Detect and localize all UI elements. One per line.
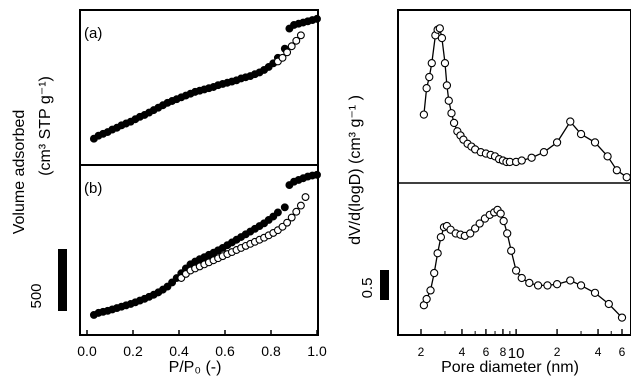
isotherm-b-adsorption-point <box>280 203 289 212</box>
psd-bottom-point <box>604 299 613 309</box>
right-xtick-label: 2 <box>418 345 425 359</box>
left-xtick-label: 1.0 <box>307 343 327 359</box>
isotherm-a-adsorption-point <box>313 14 321 23</box>
left-xtick-label: 0.2 <box>123 343 143 359</box>
psd-top-line <box>423 27 628 178</box>
left-scale-bar <box>58 249 67 311</box>
psd-top-point <box>449 118 459 128</box>
psd-bottom-point <box>617 313 627 322</box>
left-xlabel: P/P₀ (-) <box>169 359 222 376</box>
psd-bottom-point <box>499 216 508 226</box>
isotherm-a-desorption-point <box>292 36 301 45</box>
isotherm-a-desorption-point <box>296 31 305 40</box>
psd-top-point <box>566 117 575 126</box>
psd-top-point <box>442 81 452 90</box>
right-plot-frame <box>397 9 631 336</box>
chart-marks: 0.0 0.2 0.4 0.6 0.8 1.0 2 4 6 8 10 2 4 6 <box>77 14 631 362</box>
psd-bottom-point <box>576 281 586 290</box>
left-scale-bar-label: 500 <box>28 283 45 308</box>
psd-top-point <box>590 138 600 147</box>
isotherm-a-desorption-point <box>283 48 292 57</box>
psd-top-point <box>576 129 586 139</box>
left-xtick-label: 0.8 <box>261 343 281 359</box>
psd-top-point <box>425 72 434 82</box>
psd-bottom-point <box>426 286 435 295</box>
isotherm-b-desorption-point <box>283 218 292 227</box>
right-scale-bar-label: 0.5 <box>359 278 376 299</box>
isotherm-b-desorption-point <box>292 207 301 216</box>
psd-bottom-point <box>422 294 431 304</box>
isotherm-b-adsorption-point <box>273 208 282 217</box>
isotherm-b-adsorption-point <box>168 278 177 287</box>
psd-bottom-point <box>543 281 552 290</box>
right-ylabel: dV/d(logD) (cm³ g⁻¹ ) <box>347 95 364 245</box>
psd-bottom-point <box>503 229 512 238</box>
psd-bottom-point <box>507 246 516 255</box>
psd-top-point <box>435 24 444 33</box>
right-xtick-label: 2 <box>554 345 561 359</box>
psd-top-point <box>427 58 436 68</box>
psd-bottom-point <box>496 209 505 218</box>
left-xtick-label: 0.0 <box>77 343 97 359</box>
psd-bottom-point <box>475 219 484 228</box>
psd-top-point <box>422 84 431 93</box>
psd-top-point <box>612 166 622 175</box>
psd-top-point <box>527 153 536 162</box>
psd-bottom-point <box>466 229 475 238</box>
isotherm-b-adsorption-point <box>313 170 321 179</box>
left-xtick-label: 0.4 <box>169 343 189 359</box>
panel-label-a: (a) <box>84 25 102 42</box>
psd-bottom-point <box>552 280 562 289</box>
panel-label-b: (b) <box>84 180 102 197</box>
isotherm-b-desorption-point <box>301 193 310 201</box>
right-xtick-label: 8 <box>500 345 507 359</box>
psd-top-point <box>437 33 447 43</box>
psd-bottom-point <box>436 232 446 242</box>
left-xtick-label: 0.6 <box>215 343 235 359</box>
isotherm-b-desorption-point <box>287 213 296 222</box>
right-xtick-label: 6 <box>619 345 626 359</box>
psd-top-point <box>440 58 450 68</box>
psd-top-point <box>447 109 456 118</box>
isotherm-a-desorption-point <box>287 42 296 51</box>
psd-bottom-point <box>533 281 543 290</box>
psd-top-point <box>444 96 453 105</box>
psd-bottom-line <box>423 209 623 319</box>
psd-bottom-point <box>525 278 534 288</box>
psd-top-point <box>539 148 549 157</box>
right-xtick-label: 10 <box>508 345 525 362</box>
right-xtick-label: 4 <box>459 345 466 359</box>
right-xtick-label: 6 <box>483 345 490 359</box>
psd-bottom-point <box>566 276 575 285</box>
psd-top-point <box>552 138 562 147</box>
psd-bottom-point <box>517 273 526 283</box>
psd-bottom-point <box>430 268 439 278</box>
right-xlabel: Pore diameter (nm) <box>441 359 579 376</box>
isotherm-a-desorption-point <box>278 53 287 62</box>
psd-bottom-point <box>433 249 442 258</box>
isotherm-b-desorption-point <box>296 201 305 210</box>
psd-top-point <box>603 152 612 161</box>
psd-bottom-point <box>470 224 480 233</box>
right-xtick-label: 4 <box>595 345 602 359</box>
psd-bottom-point <box>590 288 600 298</box>
left-ylabel-line2: (cm³ STP g⁻¹) <box>37 76 54 176</box>
psd-top-point <box>517 156 526 165</box>
left-ylabel-line1: Volume adsorbed <box>11 110 28 235</box>
psd-bottom-point <box>511 266 521 275</box>
psd-top-point <box>419 110 429 119</box>
right-scale-bar <box>380 270 389 300</box>
psd-top-point <box>622 173 631 182</box>
